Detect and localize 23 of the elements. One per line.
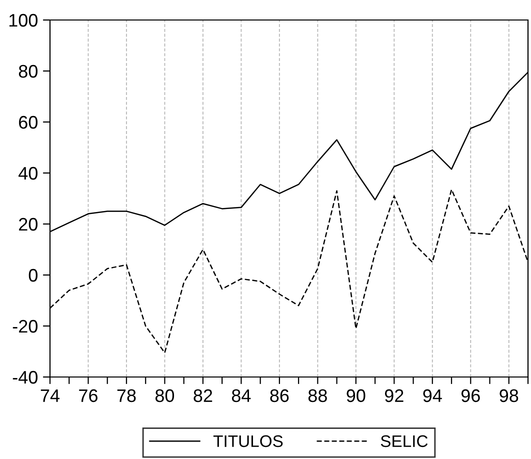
x-tick-label: 94 (423, 389, 442, 402)
x-tick-label: 98 (500, 389, 518, 402)
x-tick-label: 90 (346, 389, 366, 402)
x-tick-label: 82 (194, 389, 212, 402)
x-tick-label: 80 (155, 389, 174, 402)
y-tick-label: 100 (9, 14, 38, 27)
x-tick-label: 78 (117, 389, 136, 402)
y-tick-label: -20 (12, 320, 38, 333)
legend-label: TITULOS (213, 435, 283, 448)
x-tick-label: 84 (232, 389, 251, 402)
y-tick-label: 60 (19, 116, 38, 129)
x-tick-label: 74 (40, 389, 60, 402)
y-tick-label: 80 (18, 64, 38, 78)
y-tick-label: 0 (28, 268, 38, 282)
y-tick-label: 20 (19, 218, 38, 231)
x-tick-label: 86 (270, 389, 289, 402)
x-tick-label: 92 (384, 389, 404, 402)
y-tick-label: -40 (12, 370, 38, 384)
legend-label: SELIC (380, 435, 428, 448)
x-tick-label: 76 (79, 389, 98, 402)
y-tick-label: 40 (18, 166, 38, 180)
x-tick-label: 96 (461, 389, 480, 402)
x-tick-label: 88 (308, 389, 327, 402)
